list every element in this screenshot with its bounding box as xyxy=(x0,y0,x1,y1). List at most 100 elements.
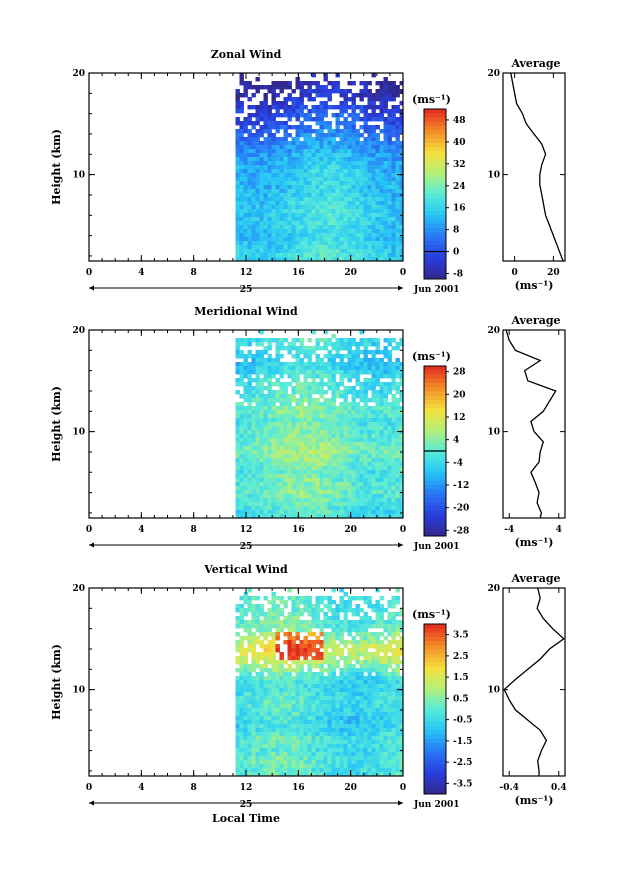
heatmap-cell xyxy=(267,422,272,427)
heatmap-cell xyxy=(355,640,360,645)
heatmap-cell xyxy=(235,181,240,186)
heatmap-cell xyxy=(287,402,292,407)
heatmap-cell xyxy=(347,113,352,118)
heatmap-cell xyxy=(339,596,344,601)
heatmap-cell xyxy=(331,85,336,90)
heatmap-cell xyxy=(299,394,304,399)
heatmap-cell xyxy=(319,394,324,399)
heatmap-cell xyxy=(303,133,308,138)
colorbar-segment xyxy=(424,215,446,220)
heatmap-cell xyxy=(359,640,364,645)
heatmap-cell xyxy=(287,636,292,641)
heatmap-cell xyxy=(331,466,336,471)
heatmap-cell xyxy=(263,442,268,447)
heatmap-cell xyxy=(327,486,332,491)
heatmap-cell xyxy=(299,506,304,511)
heatmap-cell xyxy=(391,149,396,154)
heatmap-cell xyxy=(343,245,348,250)
heatmap-cell xyxy=(263,229,268,234)
colorbar-segment xyxy=(424,472,446,477)
heatmap-cell xyxy=(271,374,276,379)
heatmap-cell xyxy=(331,217,336,222)
heatmap-cell xyxy=(295,688,300,693)
heatmap-cell xyxy=(387,680,392,685)
heatmap-cell xyxy=(363,93,368,98)
heatmap-cell xyxy=(319,233,324,238)
heatmap-cell xyxy=(343,450,348,455)
heatmap-cell xyxy=(267,390,272,395)
heatmap-cell xyxy=(251,422,256,427)
heatmap-cell xyxy=(291,233,296,238)
heatmap-cell xyxy=(267,684,272,689)
heatmap-cell xyxy=(359,181,364,186)
heatmap-cell xyxy=(351,109,356,114)
heatmap-cell xyxy=(355,692,360,697)
heatmap-cell xyxy=(363,137,368,142)
heatmap-cell xyxy=(267,700,272,705)
heatmap-cell xyxy=(243,241,248,246)
heatmap-cell xyxy=(235,502,240,507)
heatmap-cell xyxy=(387,632,392,637)
heatmap-cell xyxy=(291,398,296,403)
heatmap-cell xyxy=(331,237,336,242)
heatmap-cell xyxy=(387,253,392,258)
heatmap-cell xyxy=(263,386,268,391)
heatmap-cell xyxy=(283,233,288,238)
heatmap-cell xyxy=(287,209,292,214)
heatmap-cell xyxy=(267,225,272,230)
heatmap-cell xyxy=(387,145,392,150)
heatmap-cell xyxy=(243,161,248,166)
heatmap-cell xyxy=(351,157,356,162)
heatmap-cell xyxy=(251,704,256,709)
heatmap-cell xyxy=(239,604,244,609)
colorbar-segment xyxy=(424,194,446,199)
heatmap-cell xyxy=(235,494,240,499)
heatmap-cell xyxy=(363,716,368,721)
heatmap-cell xyxy=(391,225,396,230)
heatmap-cell xyxy=(355,253,360,258)
heatmap-cell xyxy=(331,149,336,154)
heatmap-cell xyxy=(243,245,248,250)
heatmap-cell xyxy=(259,169,264,174)
heatmap-cell xyxy=(327,490,332,495)
heatmap-cell xyxy=(263,510,268,515)
heatmap-cell xyxy=(287,193,292,198)
heatmap-cell xyxy=(279,458,284,463)
heatmap-cell xyxy=(291,474,296,479)
heatmap-cell xyxy=(275,237,280,242)
heatmap-cell xyxy=(267,354,272,359)
heatmap-cell xyxy=(263,125,268,130)
heatmap-cell xyxy=(295,596,300,601)
heatmap-cell xyxy=(367,478,372,483)
heatmap-cell xyxy=(307,406,312,411)
heatmap-cell xyxy=(315,241,320,246)
heatmap-cell xyxy=(267,141,272,146)
heatmap-cell xyxy=(295,177,300,182)
heatmap-cell xyxy=(379,113,384,118)
heatmap-cell xyxy=(235,676,240,681)
heatmap-cell xyxy=(323,169,328,174)
heatmap-cell xyxy=(355,354,360,359)
heatmap-cell xyxy=(391,454,396,459)
heatmap-cell xyxy=(387,169,392,174)
heatmap-cell xyxy=(383,197,388,202)
heatmap-cell xyxy=(247,225,252,230)
heatmap-cell xyxy=(343,394,348,399)
heatmap-cell xyxy=(243,700,248,705)
heatmap-cell xyxy=(363,474,368,479)
heatmap-cell xyxy=(275,165,280,170)
heatmap-cell xyxy=(351,133,356,138)
colorbar-tick-label: -4 xyxy=(453,458,463,468)
heatmap-cell xyxy=(359,434,364,439)
heatmap-cell xyxy=(247,81,252,86)
heatmap-cell xyxy=(271,169,276,174)
heatmap-cell xyxy=(319,688,324,693)
heatmap-cell xyxy=(307,161,312,166)
heatmap-cell xyxy=(359,680,364,685)
heatmap-cell xyxy=(267,201,272,206)
heatmap-cell xyxy=(315,684,320,689)
heatmap-cell xyxy=(375,97,380,102)
heatmap-cell xyxy=(303,346,308,351)
heatmap-cell xyxy=(375,442,380,447)
heatmap-cell xyxy=(271,229,276,234)
